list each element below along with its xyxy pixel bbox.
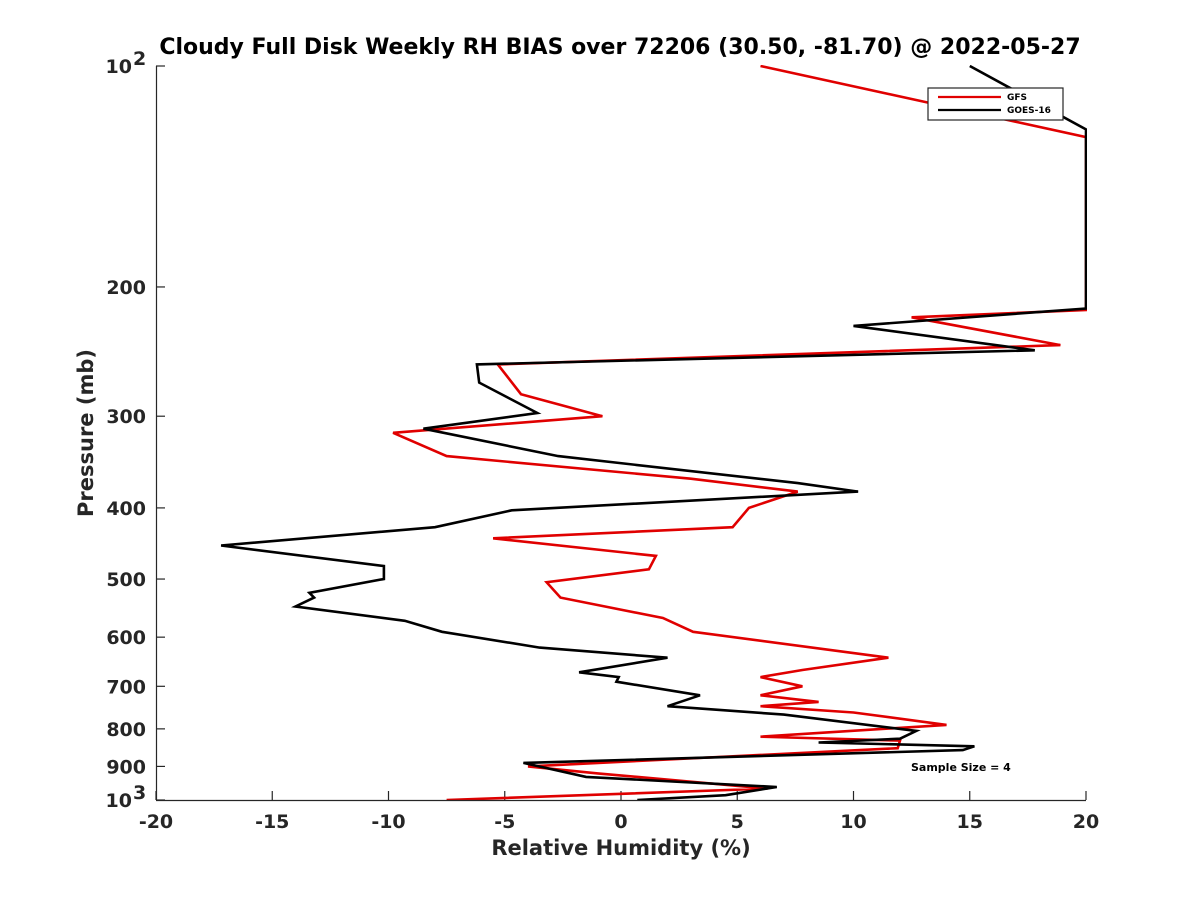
y-tick-label: 700: [106, 676, 146, 698]
x-tick-label: 10: [840, 811, 866, 833]
y-tick-exponent: 3: [133, 782, 146, 804]
x-axis-ticks: -20 -15 -10 -5 0 5 10 15 20: [139, 791, 1099, 833]
y-tick-exponent: 2: [133, 48, 146, 70]
y-tick-label: 400: [106, 498, 146, 520]
sample-size-annotation: Sample Size = 4: [911, 761, 1011, 774]
legend: GFS GOES-16: [927, 87, 1064, 121]
series-layer: [220, 65, 1087, 801]
series-line-gfs: [392, 65, 1087, 801]
x-tick-label: 0: [614, 811, 627, 833]
series-line-goes16: [220, 65, 1087, 801]
y-tick-label: 200: [106, 277, 146, 299]
x-tick-label: -10: [371, 811, 405, 833]
x-tick-label: 5: [731, 811, 744, 833]
y-tick-label: 600: [106, 627, 146, 649]
y-tick-label: 800: [106, 719, 146, 741]
y-tick-label: 10: [106, 790, 132, 812]
legend-label-gfs: GFS: [1007, 93, 1027, 103]
legend-label-goes16: GOES-16: [1007, 106, 1051, 116]
x-axis-label: Relative Humidity (%): [491, 836, 750, 860]
x-tick-label: -5: [494, 811, 515, 833]
y-tick-label: 500: [106, 569, 146, 591]
y-axis-label: Pressure (mb): [74, 349, 98, 517]
chart-title: Cloudy Full Disk Weekly RH BIAS over 722…: [159, 35, 1080, 60]
legend-box: [927, 87, 1064, 121]
axes: [155, 66, 1086, 802]
x-tick-label: -20: [139, 811, 173, 833]
y-tick-label: 10: [106, 56, 132, 78]
y-tick-label: 300: [106, 406, 146, 428]
y-tick-label: 900: [106, 756, 146, 778]
x-tick-label: -15: [255, 811, 289, 833]
x-tick-label: 15: [957, 811, 983, 833]
x-tick-label: 20: [1073, 811, 1099, 833]
